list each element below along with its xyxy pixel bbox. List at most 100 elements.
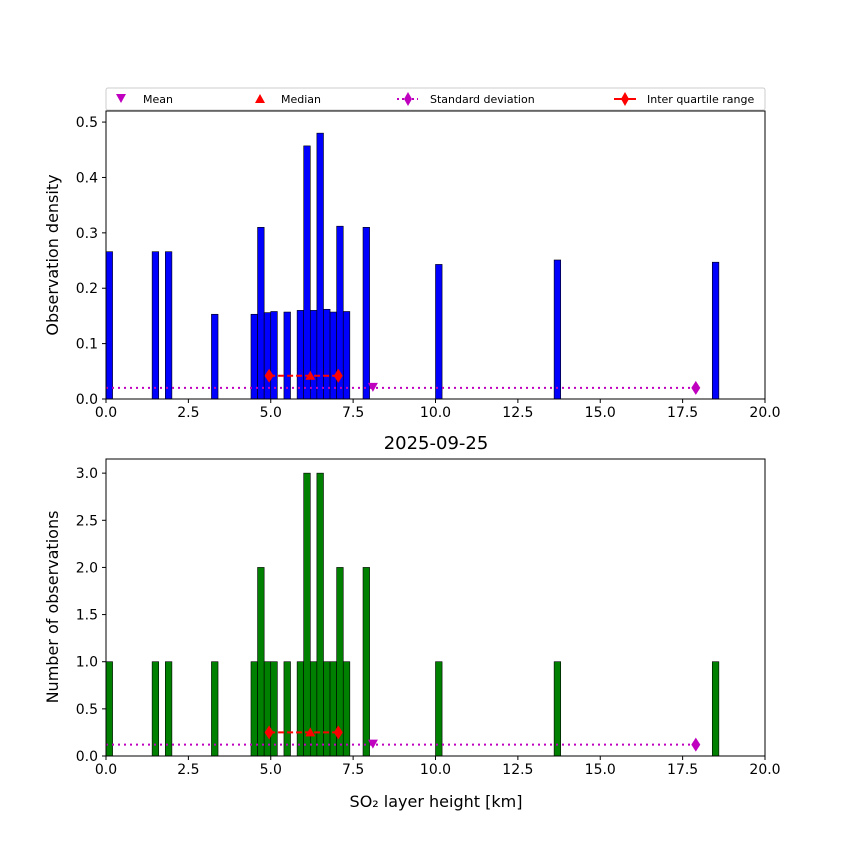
density-bar-20	[711, 261, 720, 400]
count-bar-7	[270, 661, 278, 757]
density-bar-11	[309, 310, 318, 400]
legend-mean-label: Mean	[143, 93, 173, 106]
legend-mean-marker	[116, 94, 126, 103]
density-x-tick-label-3: 7.5	[342, 405, 364, 421]
density-x-tick-label-1: 2.5	[177, 405, 199, 421]
density-bar-2	[165, 251, 173, 400]
count-y-tick-label-2: 1.0	[76, 655, 98, 671]
density-bar-7	[270, 311, 278, 400]
count-mean-marker	[367, 739, 378, 749]
count-x-axis-label: SO₂ layer height [km]	[350, 792, 523, 811]
count-x-tick-label-1: 2.5	[177, 762, 199, 778]
count-bar-18	[435, 661, 443, 757]
density-x-ticks: 0.0 2.5 5.0 7.5 10.0 12.5 15.0 17.5 20.0	[95, 399, 781, 421]
count-bar-12	[316, 472, 324, 757]
density-y-tick-label-4: 0.4	[76, 170, 98, 186]
count-bar-17	[362, 567, 370, 757]
density-std-marker	[691, 380, 701, 395]
density-bar-8	[283, 311, 291, 400]
legend: Mean Median Standard deviation Inter qua…	[105, 87, 766, 111]
density-bar-9	[296, 310, 304, 400]
count-x-tick-label-6: 15.0	[585, 762, 616, 778]
legend-std-label: Standard deviation	[430, 93, 535, 106]
count-bar-13	[323, 661, 331, 757]
count-y-tick-label-3: 1.5	[76, 608, 98, 624]
legend-median-marker	[255, 94, 265, 103]
count-iqr-high-marker	[333, 725, 343, 740]
density-bar-1	[151, 251, 160, 400]
density-panel: 0.0 2.5 5.0 7.5 10.0 12.5 15.0 17.5 20.0 0.00.10…	[43, 110, 781, 421]
count-x-tick-label-8: 20.0	[749, 762, 780, 778]
count-bar-9	[296, 661, 304, 757]
count-iqr-low-marker	[264, 725, 274, 740]
density-stats	[106, 368, 701, 395]
count-y-tick-label-6: 3.0	[76, 466, 98, 482]
density-x-tick-label-6: 15.0	[585, 405, 616, 421]
count-median-marker	[305, 727, 316, 737]
density-bar-6	[263, 312, 272, 400]
count-y-tick-label-1: 0.5	[76, 702, 98, 718]
count-bar-3	[211, 661, 219, 757]
legend-std-marker	[404, 92, 412, 106]
count-y-axis-label: Number of observations	[43, 511, 62, 704]
count-bar-20	[711, 661, 720, 757]
density-bar-16	[342, 311, 351, 400]
count-bar-2	[165, 661, 173, 757]
count-bar-10	[303, 472, 311, 757]
density-y-tick-label-5: 0.5	[76, 115, 98, 131]
density-bar-14	[329, 311, 337, 400]
density-bar-19	[553, 259, 562, 400]
density-bar-3	[211, 313, 219, 400]
count-bar-6	[263, 661, 272, 757]
density-bar-12	[316, 132, 324, 400]
density-x-tick-label-7: 17.5	[667, 405, 698, 421]
density-x-tick-label-2: 5.0	[260, 405, 282, 421]
density-median-marker	[305, 370, 316, 380]
density-y-tick-label-1: 0.1	[76, 337, 98, 353]
count-y-tick-label-0: 0.0	[76, 749, 98, 765]
density-y-tick-label-0: 0.0	[76, 392, 98, 408]
count-y-tick-label-4: 2.0	[76, 560, 98, 576]
count-stats	[106, 725, 701, 752]
count-x-tick-label-2: 5.0	[260, 762, 282, 778]
count-y-ticks: 0.0 0.5 1.0 1.5 2.0 2.5 3.0	[76, 466, 106, 765]
count-bar-1	[151, 661, 160, 757]
legend-iqr-label: Inter quartile range	[647, 93, 754, 106]
legend-median-label: Median	[281, 93, 321, 106]
count-panel: 0.0 2.5 5.0 7.5 10.0 12.5 15.0 17.5 20.0 0.0 0.5 1…	[43, 433, 781, 811]
density-iqr-high-marker	[333, 368, 343, 383]
density-bar-18	[435, 264, 443, 400]
legend-frame	[105, 87, 766, 111]
density-bar-0	[105, 251, 113, 400]
count-bar-16	[342, 661, 351, 757]
density-mean-marker	[367, 382, 378, 392]
count-bars	[105, 472, 720, 757]
count-y-tick-label-5: 2.5	[76, 513, 98, 529]
count-x-ticks: 0.0 2.5 5.0 7.5 10.0 12.5 15.0 17.5 20.0	[95, 756, 781, 778]
density-bar-17	[362, 227, 370, 400]
density-bar-13	[323, 308, 331, 400]
count-bar-5	[257, 567, 265, 757]
density-x-tick-label-5: 12.5	[502, 405, 533, 421]
count-bar-8	[283, 661, 291, 757]
count-x-tick-label-5: 12.5	[502, 762, 533, 778]
density-y-ticks: 0.0 0.1 0.2 0.3 0.4 0.5	[76, 115, 106, 408]
count-bar-19	[553, 661, 562, 757]
density-x-tick-label-0: 0.0	[95, 405, 117, 421]
density-y-tick-label-3: 0.3	[76, 226, 98, 242]
count-bar-0	[105, 661, 113, 757]
legend-iqr-marker	[621, 92, 629, 106]
count-x-tick-label-0: 0.0	[95, 762, 117, 778]
count-bar-14	[329, 661, 337, 757]
count-bar-4	[250, 661, 258, 757]
density-x-tick-label-4: 10.0	[420, 405, 451, 421]
density-iqr-low-marker	[264, 368, 274, 383]
density-bar-4	[250, 313, 258, 400]
count-bar-11	[309, 661, 318, 757]
count-x-tick-label-3: 7.5	[342, 762, 364, 778]
density-bar-5	[257, 227, 265, 400]
density-bar-10	[303, 145, 311, 400]
count-std-marker	[691, 737, 701, 752]
